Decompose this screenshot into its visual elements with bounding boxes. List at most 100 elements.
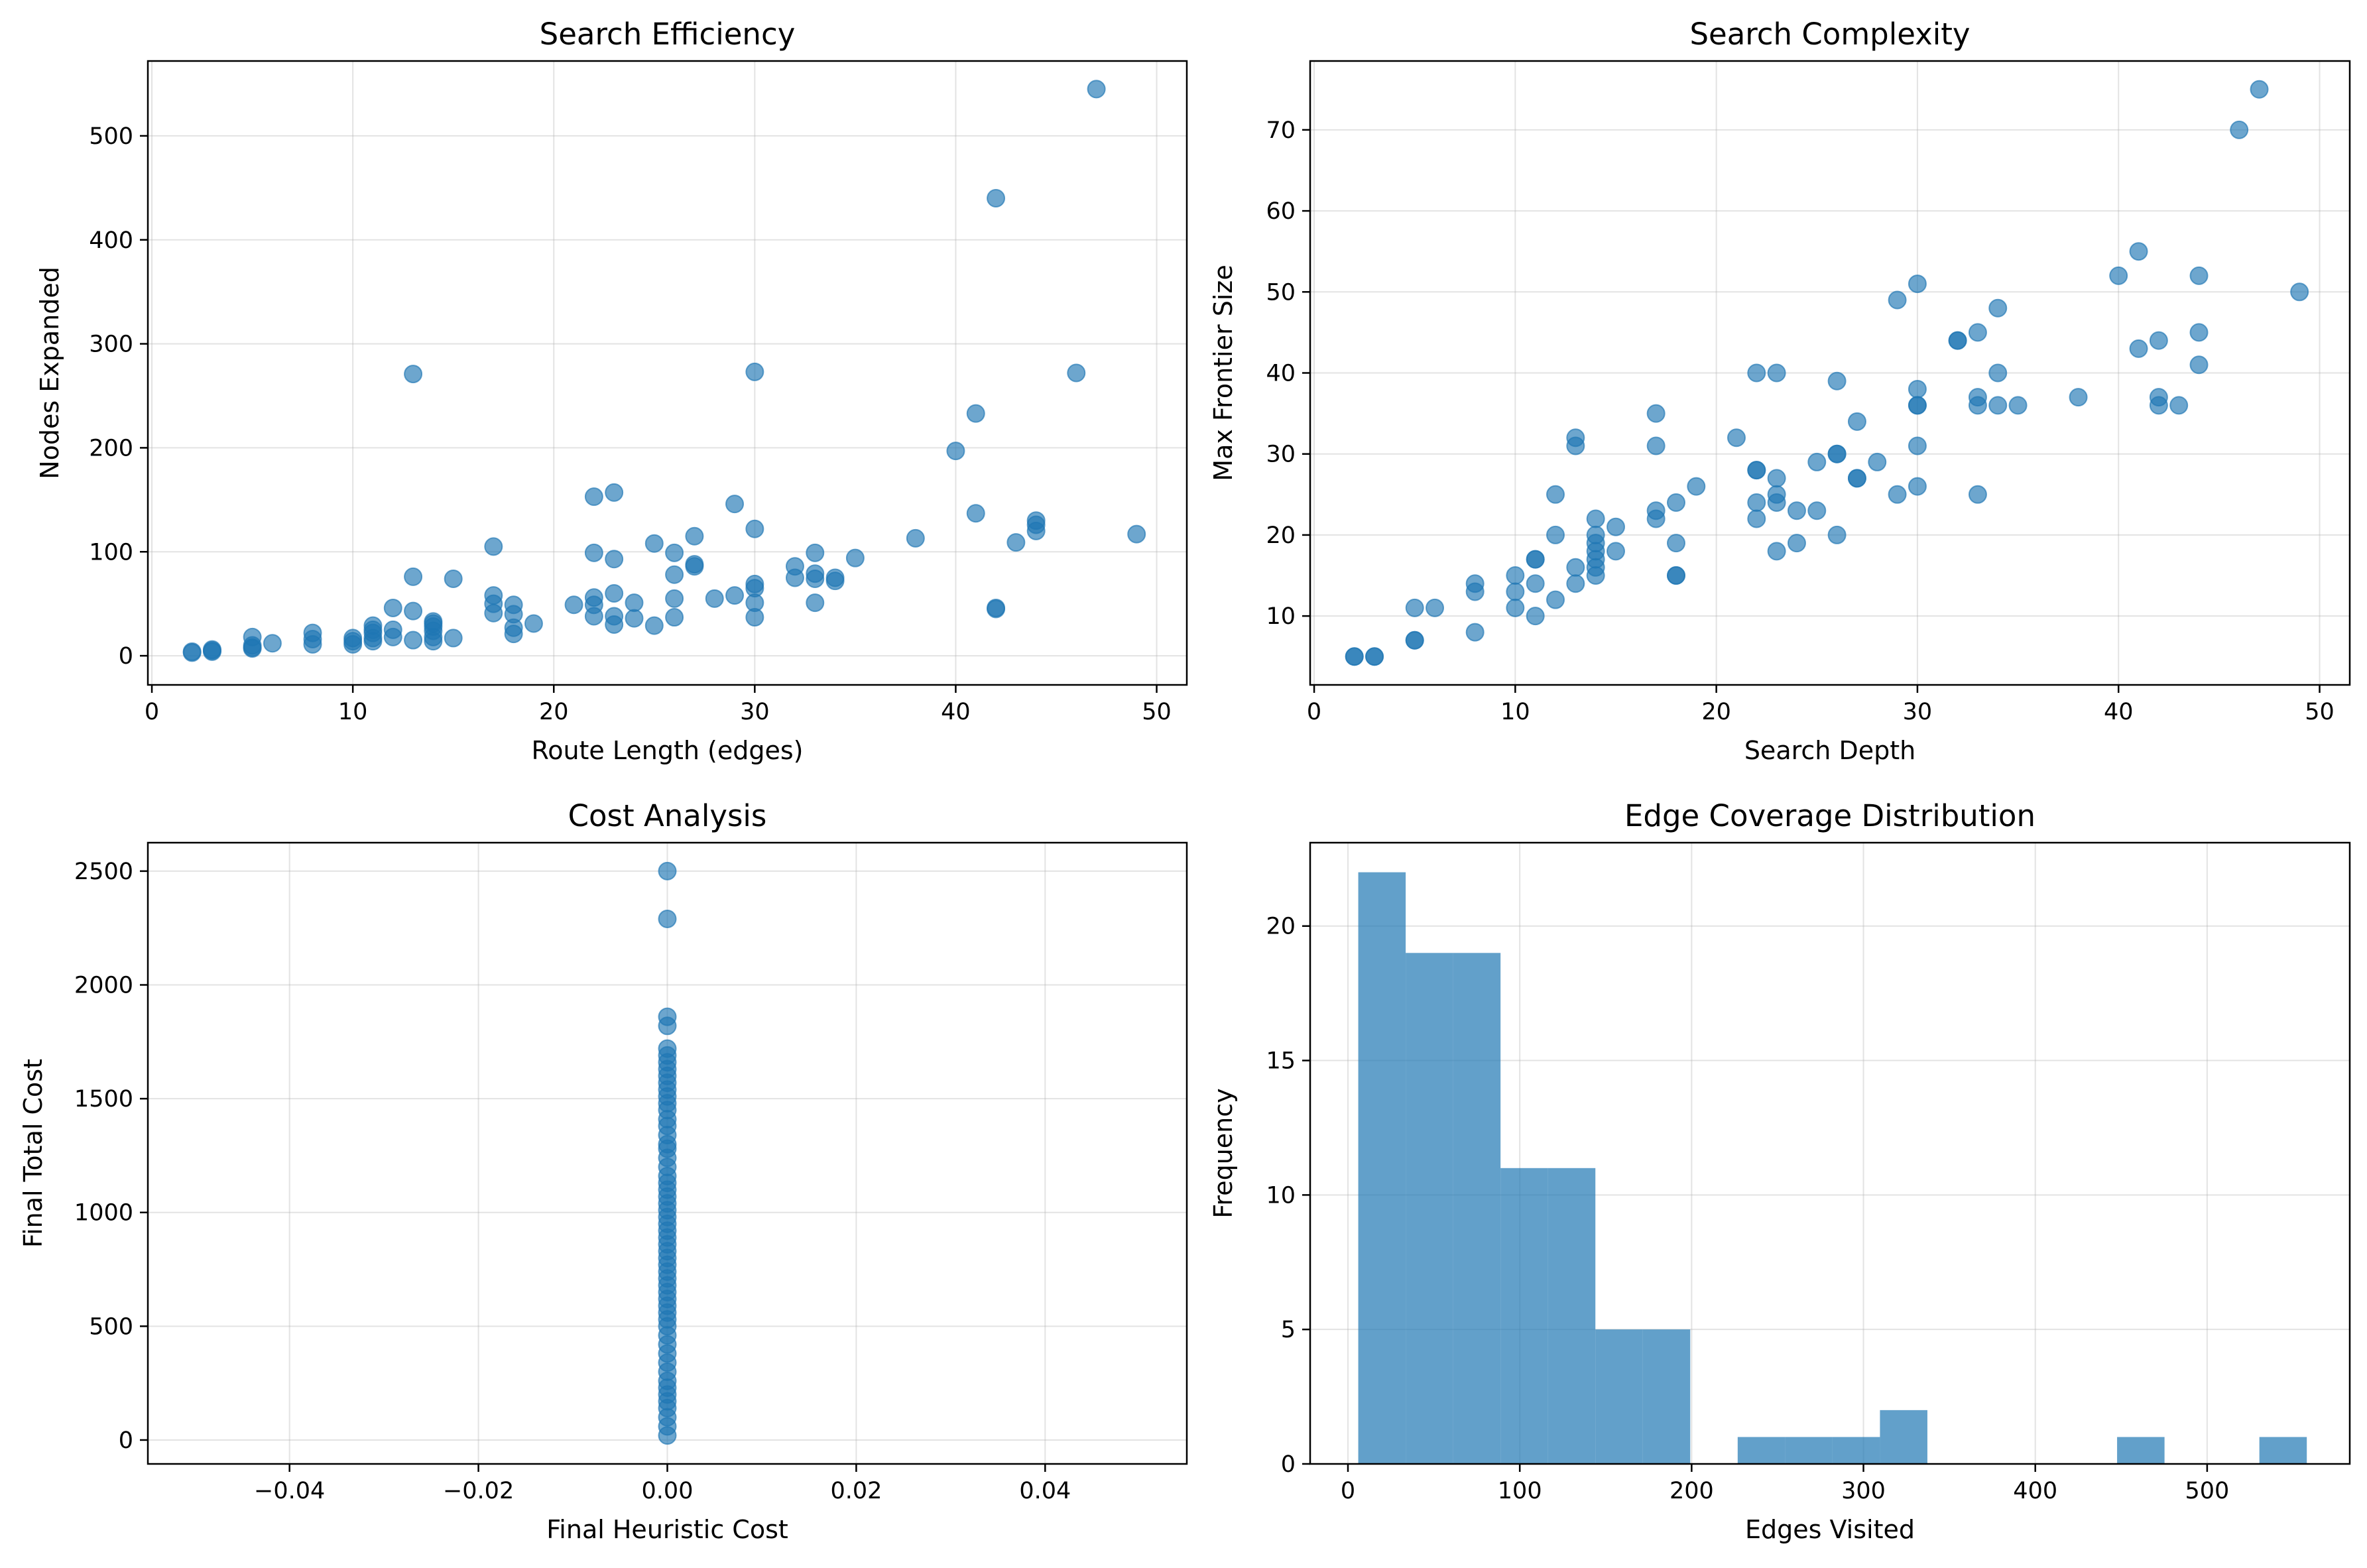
scatter-point xyxy=(1847,469,1866,488)
scatter-point xyxy=(524,614,543,633)
scatter-point xyxy=(484,586,503,605)
y-tick-label: 10 xyxy=(1266,603,1296,630)
scatter-point xyxy=(1566,574,1585,593)
scatter-point xyxy=(906,528,925,548)
scatter-point xyxy=(1405,631,1424,650)
scatter-point xyxy=(625,593,644,613)
x-tick-label: 20 xyxy=(539,699,569,725)
y-axis-label: Nodes Expanded xyxy=(35,267,64,479)
scatter-point xyxy=(987,598,1006,617)
x-tick-label: 100 xyxy=(1498,1478,1542,1504)
scatter-point xyxy=(1908,379,1927,398)
scatter-point xyxy=(564,595,583,615)
scatter-point xyxy=(605,607,624,626)
scatter-point xyxy=(383,598,402,617)
scatter-point xyxy=(946,442,965,461)
y-tick-label: 300 xyxy=(89,332,133,358)
x-tick-label: 30 xyxy=(1903,699,1933,725)
scatter-point xyxy=(1526,607,1545,626)
x-axis-label: Edges Visited xyxy=(1745,1515,1915,1544)
histogram-bar xyxy=(1595,1329,1643,1464)
y-tick-label: 400 xyxy=(89,227,133,254)
scatter-point xyxy=(685,555,704,574)
x-axis-label: Final Heuristic Cost xyxy=(546,1515,788,1544)
scatter-point xyxy=(1827,525,1847,544)
scatter-point xyxy=(625,609,644,628)
scatter-point xyxy=(2109,266,2128,285)
y-tick-label: 70 xyxy=(1266,117,1296,144)
scatter-point xyxy=(1546,485,1565,504)
panel-cost-analysis: −0.04 −0.02 0.00 0.02 0.04 0 500 1000 1500 2000 25… xyxy=(19,798,1188,1544)
scatter-point xyxy=(1546,590,1565,609)
tick-marks: −0.04 −0.02 0.00 0.02 0.04 0 500 1000 1500 2000 25… xyxy=(74,859,1071,1504)
scatter-point xyxy=(658,861,677,880)
x-tick-label: 50 xyxy=(1142,699,1172,725)
scatter-point xyxy=(2290,282,2309,302)
scatter-point xyxy=(1666,534,1685,553)
scatter-point xyxy=(2129,339,2148,358)
scatter-point xyxy=(243,627,262,646)
grid-lines xyxy=(148,61,1187,685)
y-tick-label: 200 xyxy=(89,435,133,461)
histogram-bar xyxy=(1548,1168,1596,1464)
scatter-point xyxy=(1807,501,1827,520)
scatter-point xyxy=(484,537,503,556)
histogram-bar xyxy=(1832,1437,1880,1464)
scatter-point xyxy=(1727,428,1746,448)
y-tick-label: 100 xyxy=(89,539,133,566)
scatter-point xyxy=(825,568,845,587)
x-tick-label: 0 xyxy=(1341,1478,1355,1504)
y-tick-label: 40 xyxy=(1266,361,1296,387)
scatter-point xyxy=(1526,574,1545,593)
scatter-point xyxy=(1606,517,1625,536)
scatter-point xyxy=(2189,323,2209,342)
scatter-point xyxy=(363,616,383,635)
histogram-bar xyxy=(1453,953,1501,1464)
panel-title: Edge Coverage Distribution xyxy=(1624,798,2035,833)
y-tick-label: 15 xyxy=(1266,1048,1296,1075)
scatter-point xyxy=(444,629,463,648)
scatter-point xyxy=(665,565,684,584)
scatter-point xyxy=(658,909,677,928)
scatter-point xyxy=(1687,477,1706,496)
scatter-point xyxy=(1847,412,1866,431)
scatter-point xyxy=(1747,461,1766,480)
scatter-point xyxy=(2189,355,2209,375)
scatter-point xyxy=(1526,550,1545,569)
x-tick-label: 20 xyxy=(1701,699,1731,725)
scatter-point xyxy=(2250,80,2269,99)
scatter-point xyxy=(504,595,523,615)
scatter-point xyxy=(1465,623,1485,642)
scatter-point xyxy=(966,504,985,523)
scatter-point xyxy=(1767,469,1786,488)
scatter-point xyxy=(806,564,825,583)
scatter-point xyxy=(1646,501,1666,520)
scatter-point xyxy=(1606,542,1625,561)
histogram-bar xyxy=(1500,1168,1548,1464)
scatter-point xyxy=(1807,452,1827,471)
scatter-point xyxy=(806,593,825,613)
scatter-point xyxy=(987,189,1006,208)
y-tick-label: 20 xyxy=(1266,522,1296,549)
scatter-point xyxy=(1908,396,1927,415)
scatter-point xyxy=(1506,582,1525,601)
scatter-point xyxy=(605,550,624,569)
y-axis-label: Max Frontier Size xyxy=(1209,265,1238,481)
scatter-point xyxy=(202,640,221,659)
y-axis-label: Frequency xyxy=(1209,1088,1238,1218)
y-tick-label: 0 xyxy=(119,1427,133,1454)
scatter-point xyxy=(1546,525,1565,544)
x-tick-label: 0.02 xyxy=(830,1478,882,1504)
y-tick-label: 500 xyxy=(89,123,133,150)
scatter-point xyxy=(1426,598,1445,617)
grid-lines xyxy=(1310,61,2350,685)
scatter-point xyxy=(383,620,402,639)
scatter-point xyxy=(1465,574,1485,593)
scatter-point xyxy=(605,483,624,502)
scatter-point xyxy=(658,1007,677,1026)
scatter-point xyxy=(665,543,684,562)
scatter-point xyxy=(2230,120,2249,139)
